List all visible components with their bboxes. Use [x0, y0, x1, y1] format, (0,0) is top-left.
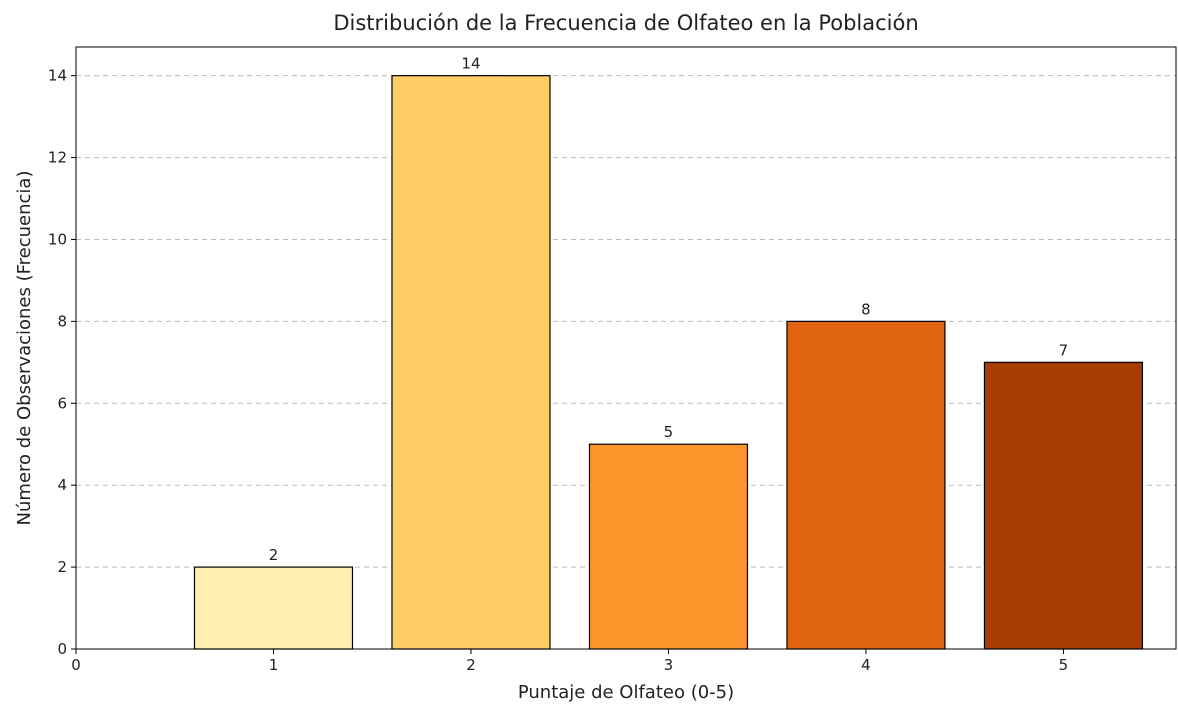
y-tick-label: 10 [48, 230, 67, 248]
value-label: 2 [269, 546, 279, 564]
x-tick-label: 0 [71, 656, 81, 674]
y-axis-label: Número de Observaciones (Frecuencia) [14, 171, 35, 526]
x-tick-label: 5 [1059, 656, 1069, 674]
bar [588, 443, 749, 650]
bar [983, 361, 1144, 650]
x-tick-label: 4 [861, 656, 871, 674]
x-axis-label: Puntaje de Olfateo (0-5) [518, 682, 734, 703]
y-tick-label: 6 [57, 394, 67, 412]
y-tick-label: 2 [57, 558, 67, 576]
plot-frame [75, 46, 1177, 650]
x-tick-label: 1 [269, 656, 279, 674]
value-label: 8 [861, 300, 871, 318]
value-label: 14 [461, 55, 480, 73]
y-tick-label: 14 [48, 67, 67, 85]
bar [391, 75, 551, 650]
bar [786, 320, 946, 650]
y-tick-label: 12 [48, 149, 67, 167]
x-tick-label: 2 [466, 656, 476, 674]
y-tick-label: 4 [57, 476, 67, 494]
value-label: 7 [1059, 341, 1069, 359]
x-tick-label: 3 [664, 656, 674, 674]
y-tick-label: 0 [57, 640, 67, 658]
bar [193, 566, 354, 650]
chart-title: Distribución de la Frecuencia de Olfateo… [333, 11, 918, 35]
y-tick-label: 8 [57, 312, 67, 330]
value-label: 5 [664, 423, 674, 441]
